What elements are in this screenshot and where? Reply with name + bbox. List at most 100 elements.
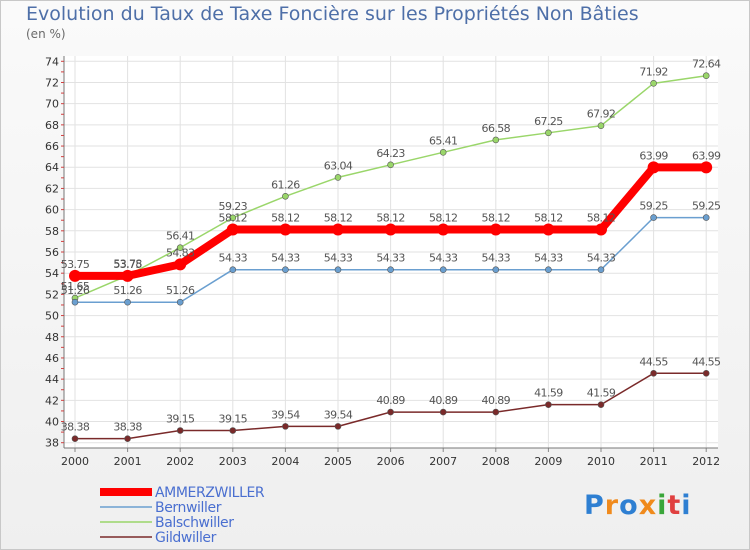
data-point <box>282 423 289 430</box>
logo-letter: o <box>619 490 639 521</box>
data-label: 54.33 <box>482 252 511 265</box>
data-label: 39.54 <box>271 408 300 421</box>
data-label: 56.41 <box>166 230 195 243</box>
data-point <box>439 266 447 273</box>
data-point <box>542 223 555 236</box>
data-point <box>229 214 237 222</box>
data-label: 41.59 <box>534 387 563 400</box>
data-label: 39.15 <box>166 413 195 426</box>
data-label: 38.38 <box>61 421 90 434</box>
data-point <box>545 266 552 273</box>
legend-label: Bernwiller <box>155 500 222 516</box>
data-point <box>71 435 79 442</box>
y-tick-label: 40 <box>45 416 59 429</box>
data-point <box>702 370 710 377</box>
data-label: 71.92 <box>639 65 668 78</box>
x-tick-label: 2011 <box>640 455 668 468</box>
y-tick-label: 72 <box>45 76 59 89</box>
data-label: 59.25 <box>692 200 721 213</box>
data-point <box>597 401 605 408</box>
y-tick-label: 42 <box>45 394 59 407</box>
data-label: 54.33 <box>429 252 458 265</box>
data-point <box>334 423 342 430</box>
y-tick-label: 54 <box>45 267 59 280</box>
y-tick-label: 58 <box>45 225 59 238</box>
data-label: 58.12 <box>324 212 353 225</box>
data-point <box>282 192 289 200</box>
data-point <box>176 298 184 306</box>
logo-letter: t <box>667 490 682 521</box>
data-point <box>176 244 184 251</box>
data-point <box>650 214 657 221</box>
data-point <box>229 266 237 273</box>
data-label: 58.12 <box>587 212 616 225</box>
data-point <box>384 223 397 236</box>
data-label: 54.83 <box>166 246 195 259</box>
data-label: 72.64 <box>692 58 721 71</box>
data-label: 51.65 <box>61 280 90 293</box>
y-tick-label: 66 <box>45 140 59 153</box>
data-label: 63.04 <box>324 159 353 172</box>
data-label: 54.33 <box>534 252 563 265</box>
data-label: 58.12 <box>429 212 458 225</box>
data-label: 40.89 <box>482 394 511 407</box>
data-point <box>647 161 660 174</box>
legend-label: Balschwiller <box>155 515 234 531</box>
data-point <box>332 223 344 236</box>
data-point <box>650 80 657 87</box>
x-tick-label: 2001 <box>114 455 142 468</box>
y-tick-label: 50 <box>45 310 59 323</box>
data-point <box>124 298 131 306</box>
data-point <box>387 408 394 416</box>
y-tick-label: 62 <box>45 182 59 195</box>
data-label: 67.92 <box>587 108 616 121</box>
data-label: 67.25 <box>534 115 563 128</box>
data-point <box>279 223 292 236</box>
legend-label: AMMERZWILLER <box>155 485 265 501</box>
data-label: 44.55 <box>639 355 668 368</box>
data-point <box>595 223 607 236</box>
data-point <box>226 223 239 236</box>
y-tick-label: 48 <box>45 331 59 344</box>
data-point <box>334 266 342 273</box>
y-tick-label: 56 <box>45 246 59 259</box>
x-tick-label: 2002 <box>166 455 194 468</box>
data-point <box>492 266 500 273</box>
legend-label: Gildwiller <box>155 530 217 546</box>
data-label: 58.12 <box>534 212 563 225</box>
data-label: 66.58 <box>482 122 511 135</box>
data-point <box>439 149 447 156</box>
data-label: 63.99 <box>692 149 721 162</box>
data-label: 40.89 <box>429 394 458 407</box>
data-label: 44.55 <box>692 355 721 368</box>
data-label: 51.26 <box>166 284 195 297</box>
data-label: 59.25 <box>639 200 668 213</box>
y-tick-label: 46 <box>45 352 59 365</box>
x-tick-label: 2006 <box>377 455 405 468</box>
proxiti-logo: Proxiti <box>584 490 692 521</box>
data-label: 51.26 <box>113 284 142 297</box>
data-point <box>387 266 394 273</box>
data-label: 59.23 <box>219 200 248 213</box>
data-point <box>121 269 134 282</box>
data-point <box>229 427 237 434</box>
data-point <box>439 408 447 416</box>
logo-letter: r <box>604 490 620 521</box>
data-label: 58.12 <box>376 212 405 225</box>
data-label: 58.12 <box>219 212 248 225</box>
data-label: 39.54 <box>324 408 353 421</box>
data-label: 54.33 <box>587 252 616 265</box>
data-label: 65.41 <box>429 134 458 147</box>
chart-title: Evolution du Taux de Taxe Foncière sur l… <box>26 3 639 25</box>
x-tick-label: 2009 <box>534 455 562 468</box>
y-tick-label: 64 <box>45 161 59 174</box>
logo-letter: P <box>584 490 605 521</box>
data-point <box>71 298 79 306</box>
data-point <box>124 435 131 442</box>
data-point <box>545 401 552 408</box>
data-point <box>597 122 605 130</box>
data-label: 54.33 <box>324 252 353 265</box>
x-tick-label: 2010 <box>587 455 615 468</box>
data-label: 41.59 <box>587 387 616 400</box>
data-point <box>387 161 394 169</box>
